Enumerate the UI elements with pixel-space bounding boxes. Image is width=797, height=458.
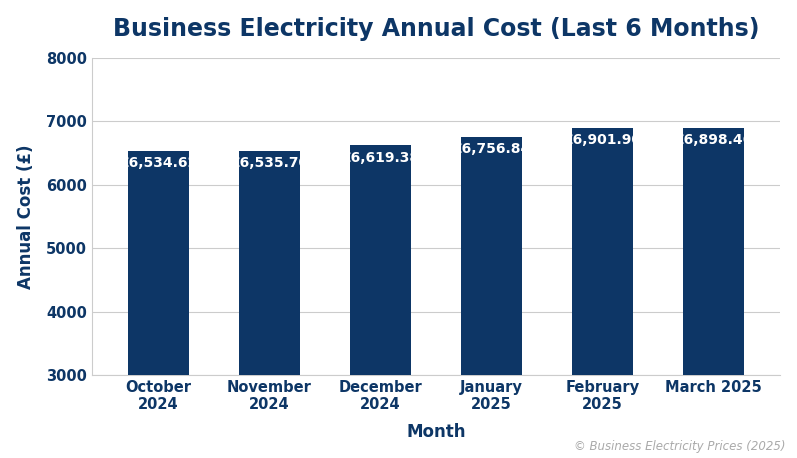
Text: £6,534.62: £6,534.62 xyxy=(120,156,198,170)
Text: £6,756.84: £6,756.84 xyxy=(453,142,531,156)
Title: Business Electricity Annual Cost (Last 6 Months): Business Electricity Annual Cost (Last 6… xyxy=(112,16,760,41)
Bar xyxy=(572,127,633,375)
Bar xyxy=(239,151,300,375)
X-axis label: Month: Month xyxy=(406,423,465,442)
Text: £6,898.46: £6,898.46 xyxy=(674,133,753,147)
Bar xyxy=(128,151,189,375)
Bar xyxy=(461,137,522,375)
Text: £6,535.70: £6,535.70 xyxy=(230,156,308,170)
Text: £6,619.38: £6,619.38 xyxy=(341,151,419,164)
Text: © Business Electricity Prices (2025): © Business Electricity Prices (2025) xyxy=(574,440,785,453)
Y-axis label: Annual Cost (£): Annual Cost (£) xyxy=(17,144,34,289)
Bar xyxy=(350,146,411,375)
Text: £6,901.90: £6,901.90 xyxy=(563,133,642,147)
Bar xyxy=(683,128,744,375)
